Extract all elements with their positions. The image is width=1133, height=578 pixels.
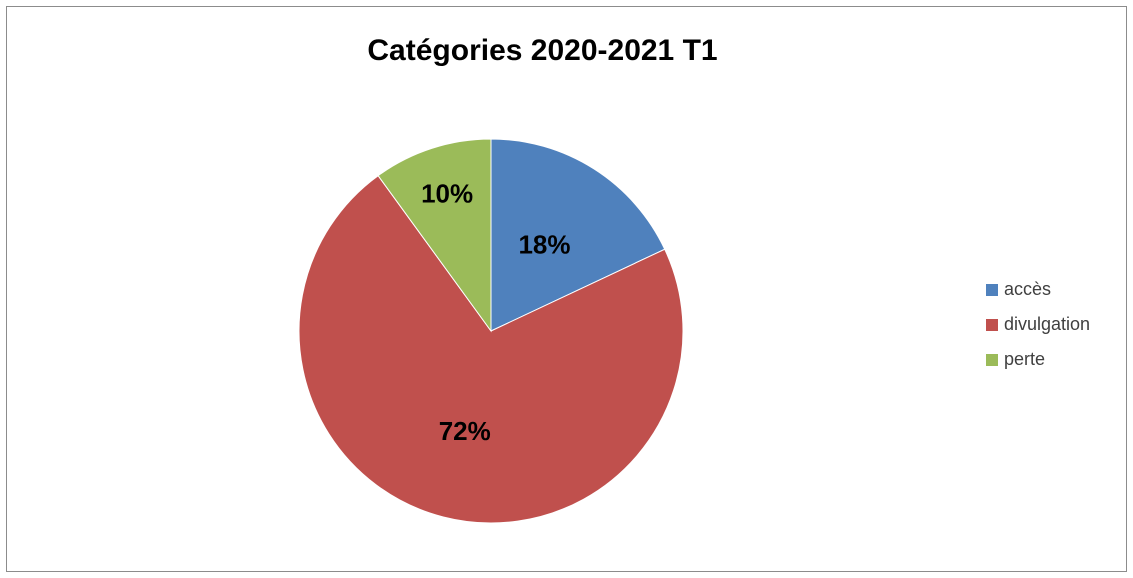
legend-swatch-acces [986,283,998,296]
data-label-acces: 18% [518,230,570,260]
data-label-divulgation: 72% [439,416,491,446]
data-label-perte: 10% [421,179,473,209]
legend-item-divulgation: divulgation [986,307,1090,342]
legend-item-perte: perte [986,342,1090,377]
chart-title: Catégories 2020-2021 T1 [367,34,718,67]
pie-slice-divulgation [298,174,684,524]
legend-label-acces: accès [1004,279,1052,299]
legend-label-perte: perte [1004,349,1046,369]
legend: accès divulgation perte [986,272,1090,377]
legend-swatch-perte [986,353,998,366]
pie-slice-perte [377,138,492,333]
legend-swatch-divulgation [986,318,998,331]
legend-item-acces: accès [986,272,1090,307]
legend-label-divulgation: divulgation [1004,314,1091,334]
pie-slice-acces [490,138,666,332]
